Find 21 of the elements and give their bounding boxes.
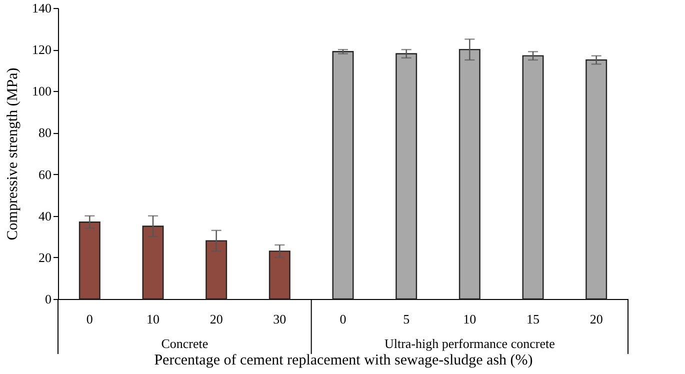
y-axis-title: Compressive strength (MPa) [5, 68, 21, 240]
y-tick-label: 100 [32, 84, 52, 99]
x-tick-label: 20 [590, 312, 603, 326]
x-axis-title: Percentage of cement replacement with sewage-sludge ash (%) [154, 352, 533, 368]
y-tick-label: 80 [38, 125, 52, 140]
y-tick-label: 120 [32, 42, 52, 58]
x-tick-label: 20 [210, 312, 223, 326]
y-tick-label: 140 [32, 0, 52, 16]
y-tick-label: 40 [38, 208, 52, 224]
x-tick-label: 10 [463, 312, 476, 326]
y-tick-label: 60 [38, 166, 52, 182]
y-tick-label: 0 [45, 292, 52, 306]
text: Ultra-high performance concrete [384, 336, 556, 351]
x-tick-label: 5 [403, 312, 410, 326]
text: Concrete [161, 336, 208, 351]
x-tick-label: 15 [526, 312, 540, 326]
x-tick-label: 10 [146, 312, 160, 326]
x-tick-label: 0 [340, 312, 346, 326]
x-tick-label: 0 [86, 312, 93, 326]
y-tick-label: 20 [38, 250, 52, 265]
x-tick-label: 30 [273, 312, 286, 326]
